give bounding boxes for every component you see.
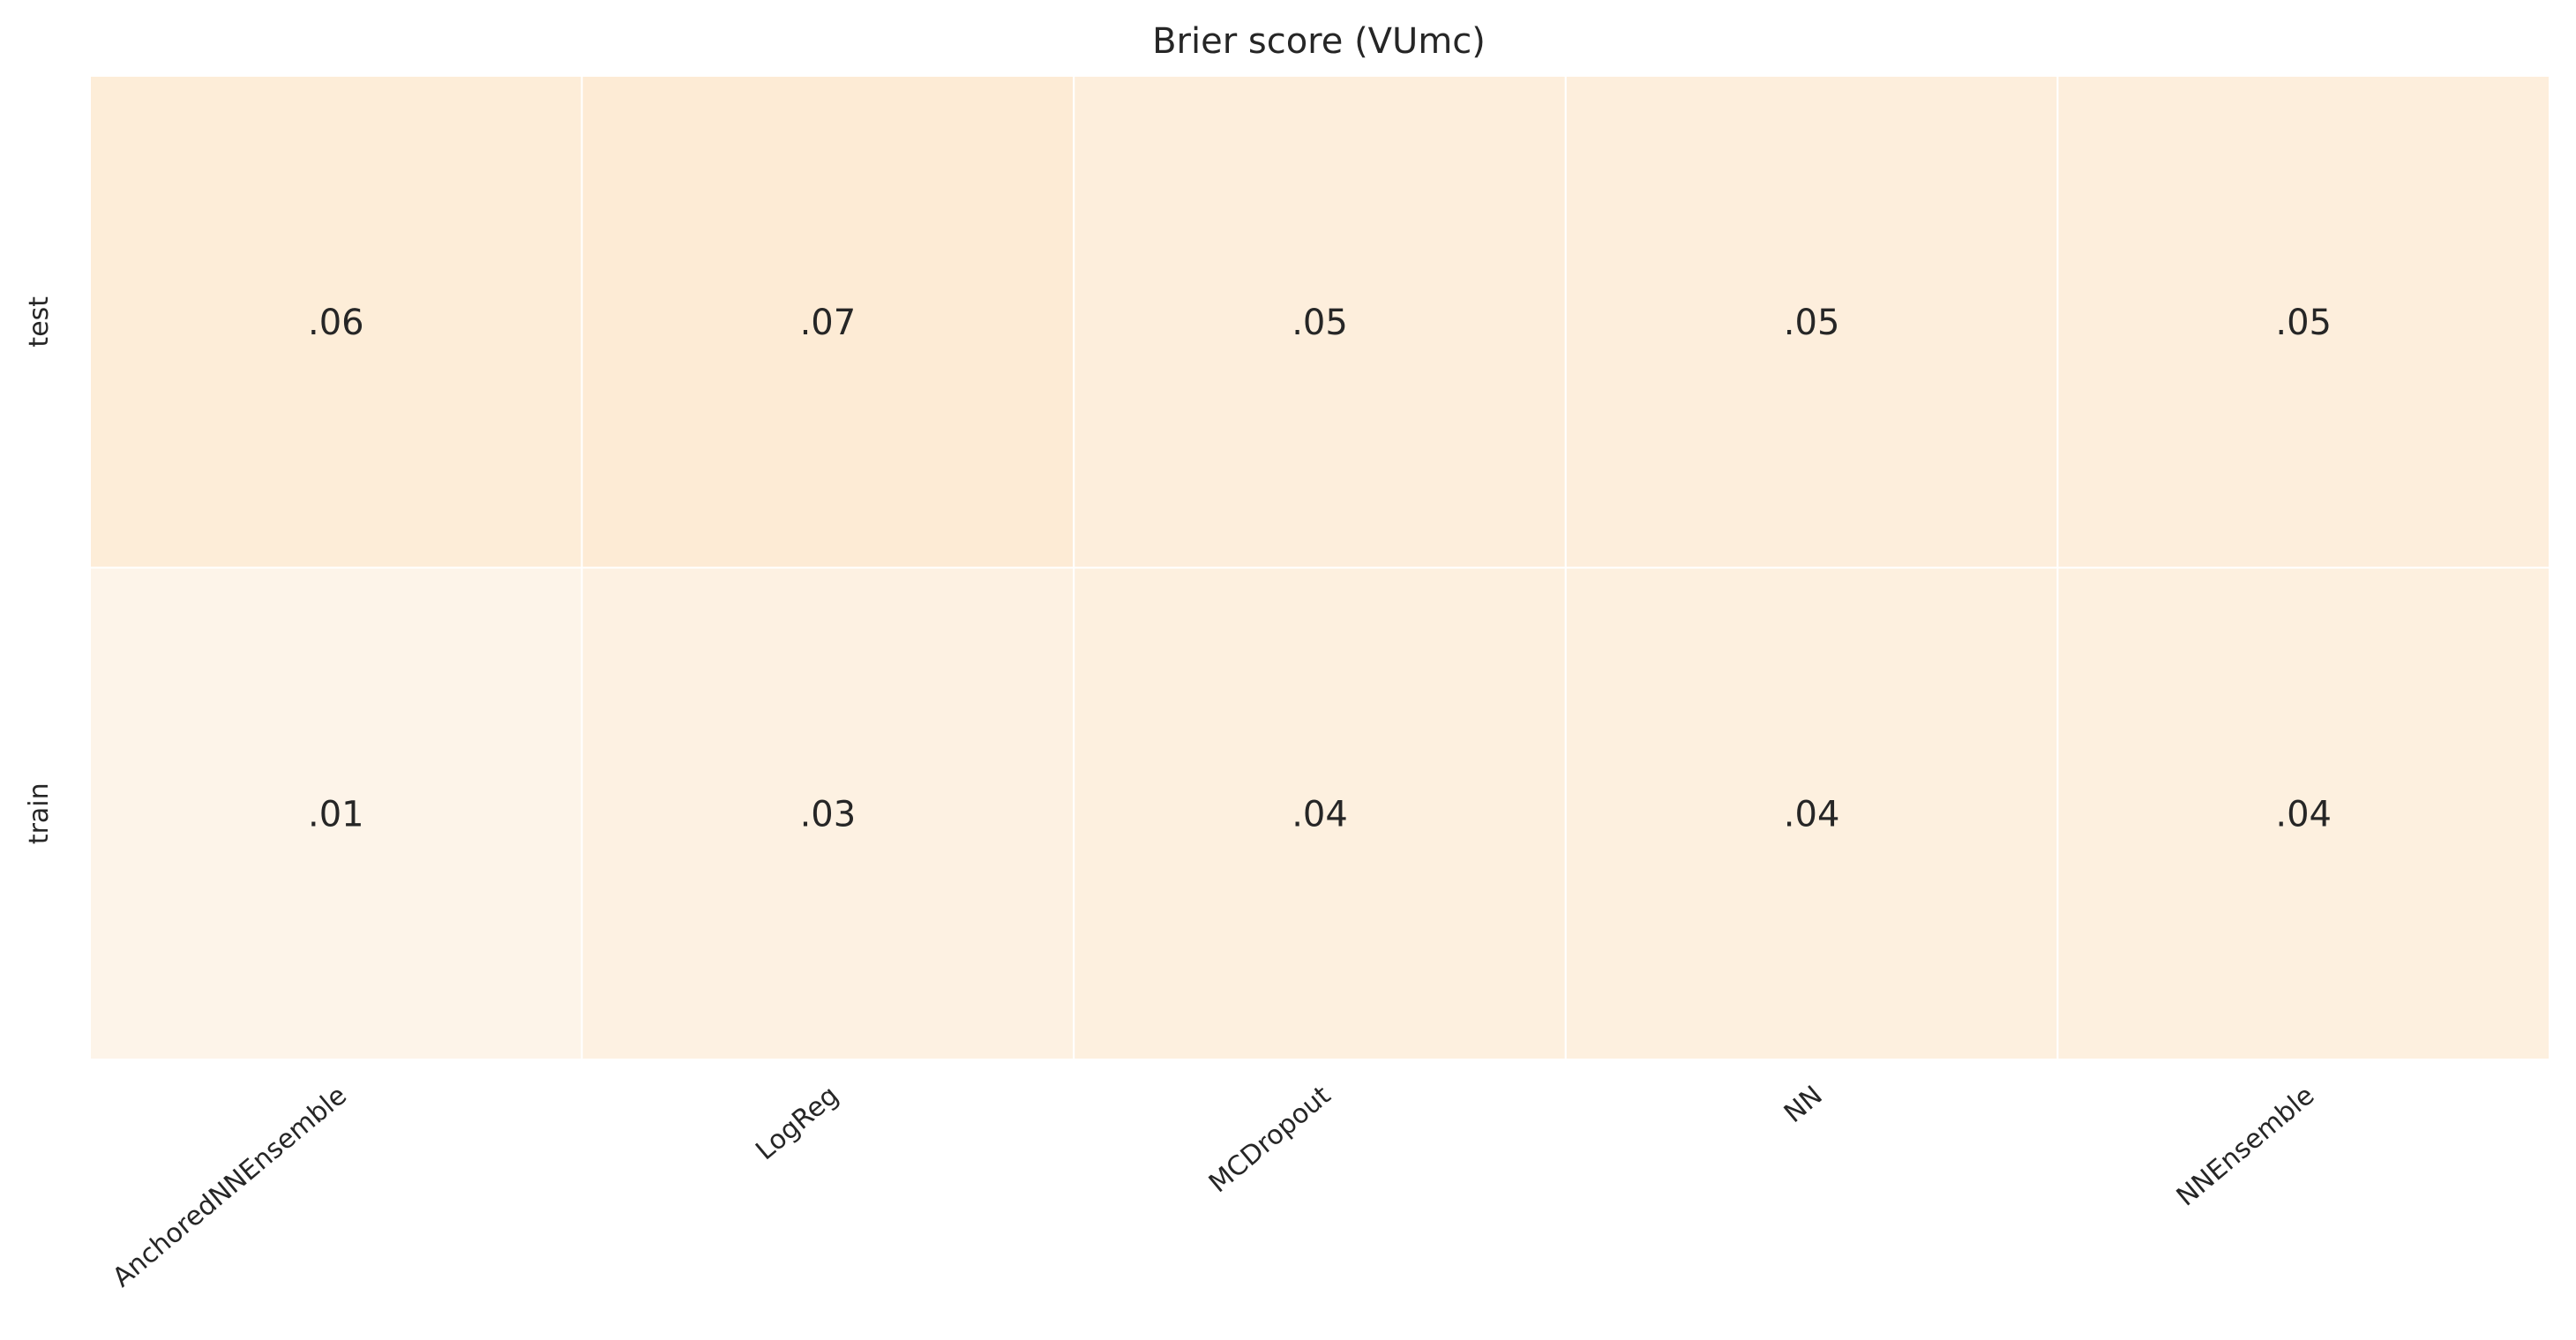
heatmap-cell xyxy=(580,75,1075,569)
x-axis-ticks: AnchoredNNEnsemble LogReg MCDropout NN NNEns… xyxy=(107,1080,2320,1293)
x-tick-label: MCDropout xyxy=(1203,1080,1337,1199)
cell-value-label: .03 xyxy=(800,794,857,835)
heatmap-cell xyxy=(1564,566,2059,1060)
heatmap-cell xyxy=(89,566,583,1060)
x-tick-label: NN xyxy=(1778,1080,1829,1129)
y-tick-label: train xyxy=(24,782,55,844)
y-axis-ticks: test train xyxy=(24,296,55,844)
cell-value-label: .05 xyxy=(1292,303,1348,343)
heatmap-cell xyxy=(2056,566,2550,1060)
cell-value-label: .04 xyxy=(1292,794,1348,835)
cell-value-label: .07 xyxy=(800,303,857,343)
cell-value-label: .04 xyxy=(2275,794,2332,835)
heatmap-cell xyxy=(1564,75,2059,569)
heatmap-cells xyxy=(89,75,2550,1060)
cell-value-label: .01 xyxy=(308,794,364,835)
heatmap-cell xyxy=(580,566,1075,1060)
heatmap-cell xyxy=(2056,75,2550,569)
heatmap-cell xyxy=(1073,566,1567,1060)
cell-value-label: .05 xyxy=(2275,303,2332,343)
x-tick-label: AnchoredNNEnsemble xyxy=(107,1080,353,1293)
heatmap-cell-labels: .06 .07 .05 .05 .05 .01 .03 .04 .04 .04 xyxy=(308,303,2332,835)
heatmap-cell xyxy=(1073,75,1567,569)
x-tick-label: NNEnsemble xyxy=(2171,1080,2321,1212)
chart-title: Brier score (VUmc) xyxy=(1152,21,1486,62)
y-tick-label: test xyxy=(24,296,55,348)
cell-value-label: .04 xyxy=(1784,794,1840,835)
x-tick-label: LogReg xyxy=(750,1080,844,1166)
cell-value-label: .05 xyxy=(1784,303,1840,343)
heatmap-cell xyxy=(89,75,583,569)
cell-value-label: .06 xyxy=(308,303,364,343)
